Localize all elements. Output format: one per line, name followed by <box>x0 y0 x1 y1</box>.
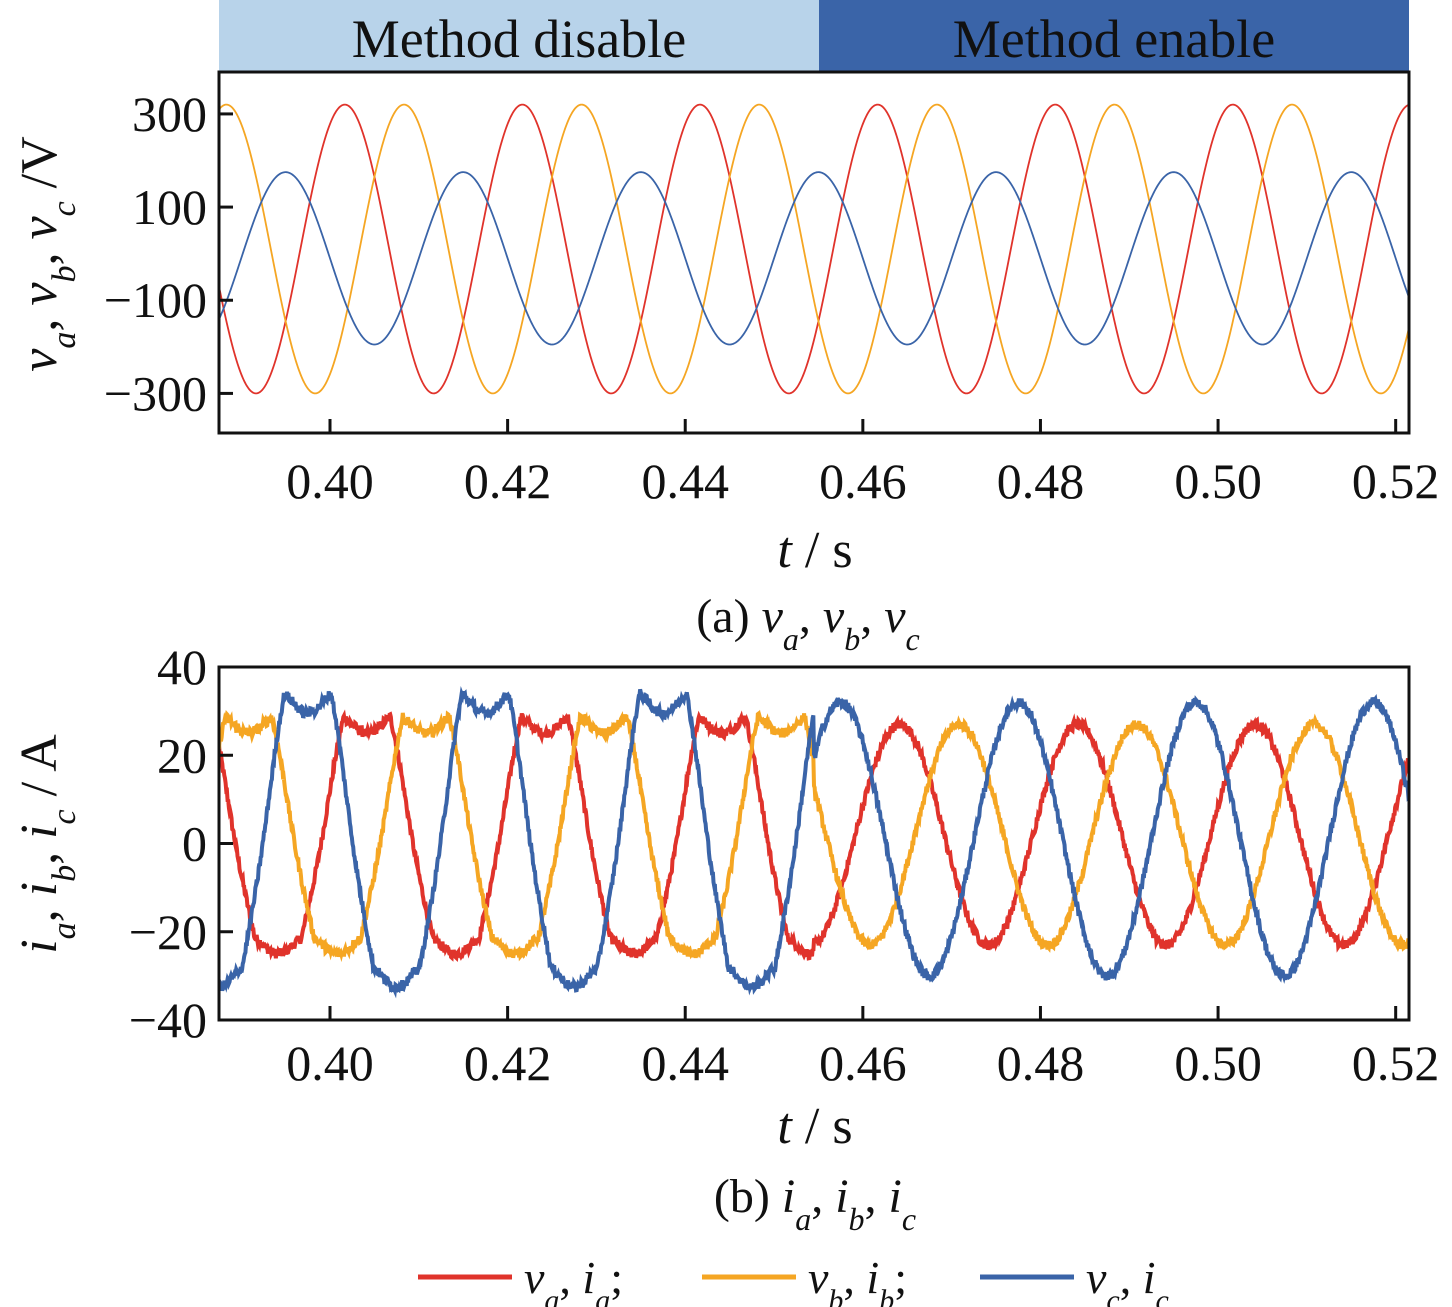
y-tick-label: −20 <box>129 904 207 960</box>
current-chart: 0.40 0.42 0.44 0.46 0.48 0.50 0.5240200−20−40 … <box>11 639 1439 1237</box>
current-ticks: 0.40 0.42 0.44 0.46 0.48 0.50 0.52 40 20 0 −20 −40 <box>129 639 1440 1091</box>
x-tick-label: 0.40 <box>286 453 374 509</box>
x-tick-label: 0.44 <box>641 453 729 509</box>
current-x-axis-title: t / s <box>777 1098 852 1155</box>
voltage-ticks: 0.40 0.42 0.44 0.46 0.48 0.50 0.52 300 100 −100 −3… <box>104 86 1440 509</box>
current-series-group <box>219 685 1409 999</box>
legend-label-c: vc, ic <box>1086 1252 1169 1307</box>
series-line-ib <box>219 709 1409 963</box>
x-tick-label: 0.52 <box>1352 453 1440 509</box>
x-tick-label: 0.46 <box>819 453 907 509</box>
y-tick-label: 0 <box>182 816 207 872</box>
current-caption: (b) ia, ib, ic <box>714 1170 916 1237</box>
y-tick-label: −100 <box>104 272 207 328</box>
x-tick-label: 0.42 <box>464 1035 552 1091</box>
legend-label-a: va, ia; <box>524 1252 623 1307</box>
method-disable-band <box>219 0 819 72</box>
x-tick-label: 0.52 <box>1352 1035 1440 1091</box>
voltage-series-group <box>219 103 1409 395</box>
x-tick-label: 0.42 <box>464 453 552 509</box>
method-enable-label: Method enable <box>953 9 1275 69</box>
x-tick-label: 0.40 <box>286 1035 374 1091</box>
y-tick-label: 300 <box>132 86 207 142</box>
x-tick-label: 0.50 <box>1174 453 1262 509</box>
series-line-va <box>219 103 1409 395</box>
legend-label-b: vb, ib; <box>808 1252 907 1307</box>
series-line-ia <box>219 709 1409 963</box>
series-line-vc <box>219 171 1409 346</box>
x-tick-label: 0.50 <box>1174 1035 1262 1091</box>
voltage-caption: (a) va, vb, vc <box>696 590 919 657</box>
y-tick-label: 40 <box>157 639 207 695</box>
voltage-plot-frame <box>217 70 1411 435</box>
series-line-vb <box>219 103 1409 395</box>
x-tick-label: 0.46 <box>819 1035 907 1091</box>
method-enable-band <box>819 0 1409 72</box>
x-tick-label: 0.48 <box>997 453 1085 509</box>
series-line-ic <box>219 685 1409 999</box>
current-y-axis-title: ia, ib, ic / A <box>11 734 83 954</box>
voltage-chart: 0.40 0.42 0.44 0.46 0.48 0.50 0.52 300 100 −100 −3… <box>11 70 1440 657</box>
x-tick-label: 0.48 <box>997 1035 1085 1091</box>
y-tick-label: −300 <box>104 365 207 421</box>
y-tick-label: −40 <box>129 992 207 1048</box>
method-disable-label: Method disable <box>352 9 686 69</box>
voltage-x-axis-title: t / s <box>777 522 852 579</box>
legend: va, ia; vb, ib; vc, ic <box>418 1252 1169 1307</box>
y-tick-label: 100 <box>132 179 207 235</box>
voltage-y-axis-title: va, vb, vc /V <box>11 136 83 371</box>
y-tick-label: 20 <box>157 727 207 783</box>
x-tick-label: 0.44 <box>641 1035 729 1091</box>
